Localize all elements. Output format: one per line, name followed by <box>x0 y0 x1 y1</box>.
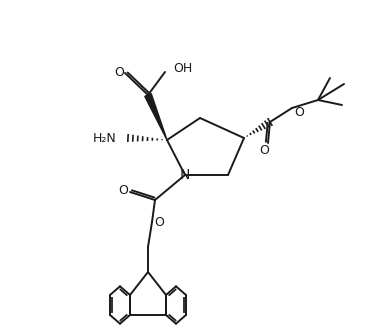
Text: H₂N: H₂N <box>92 132 116 145</box>
Text: O: O <box>118 185 128 198</box>
Text: O: O <box>114 66 124 79</box>
Text: N: N <box>180 168 190 182</box>
Text: O: O <box>294 106 304 119</box>
Text: OH: OH <box>173 62 192 75</box>
Text: O: O <box>154 216 164 229</box>
Text: O: O <box>259 143 269 156</box>
Polygon shape <box>145 94 167 140</box>
